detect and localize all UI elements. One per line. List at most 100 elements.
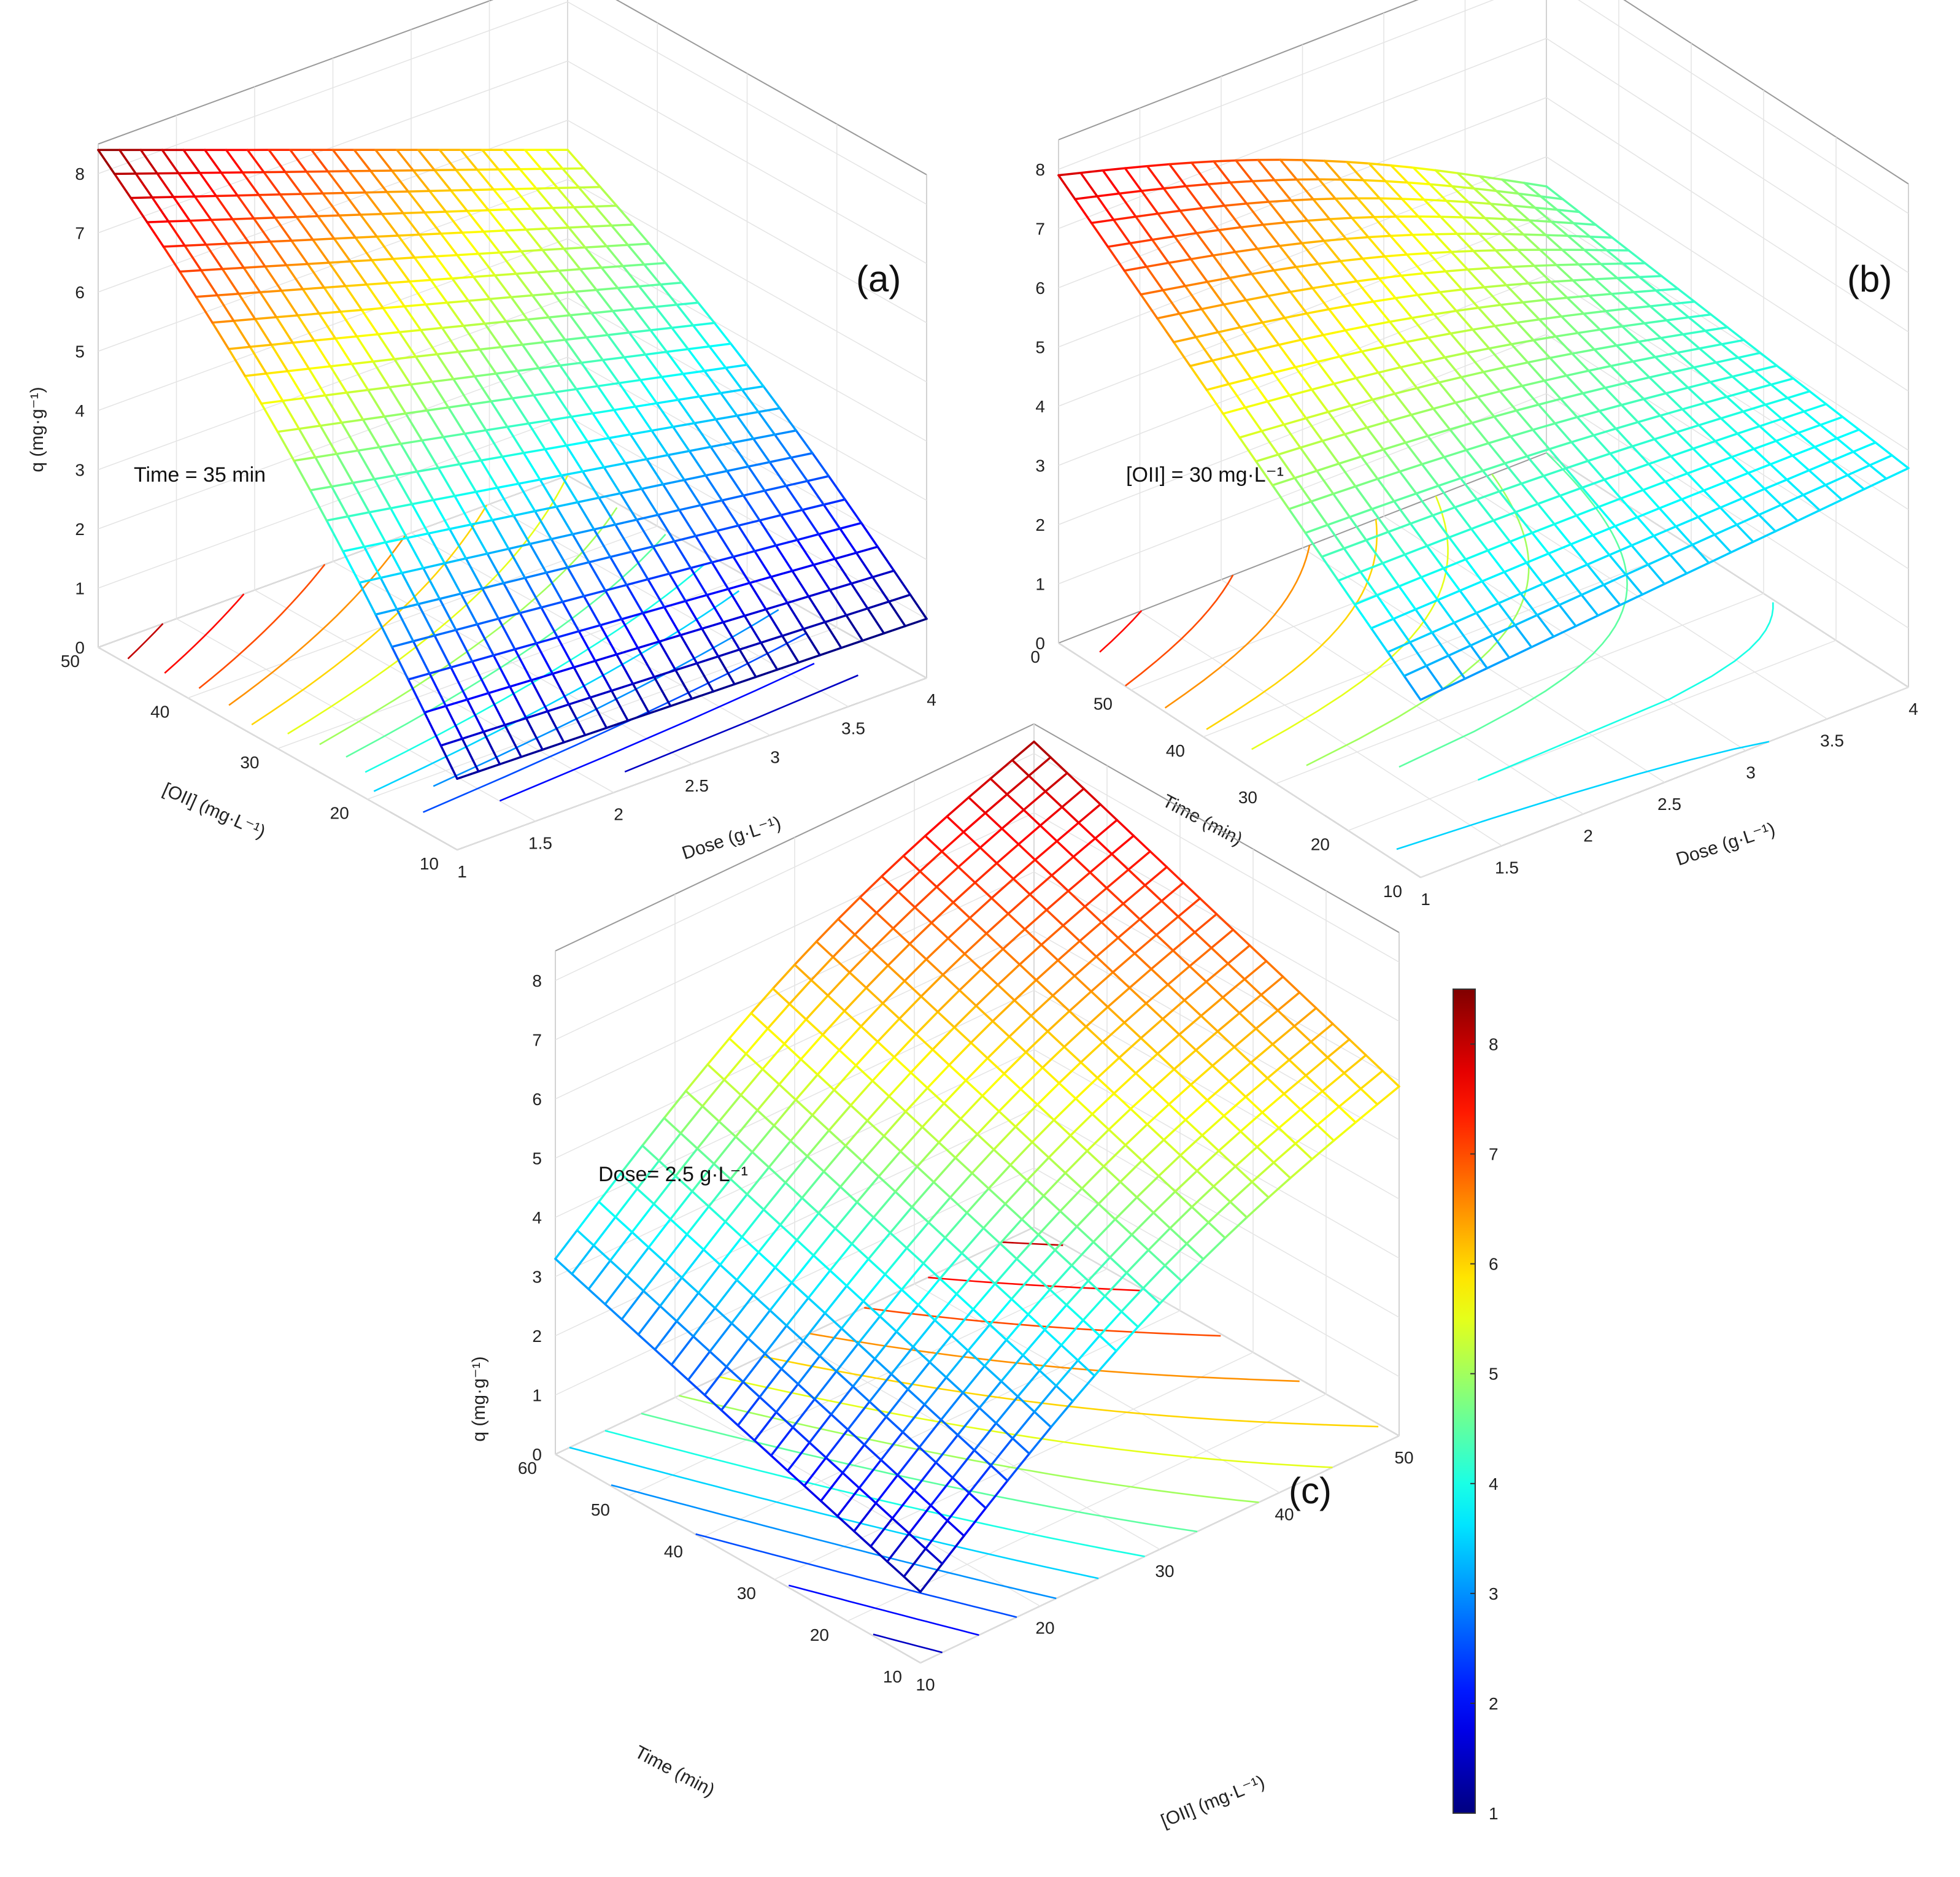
panel-a-mesh-segment — [617, 285, 641, 290]
panel-a-mesh-segment — [455, 628, 474, 663]
panel-a-mesh-segment — [563, 246, 587, 250]
panel-a-mesh-segment — [566, 561, 590, 569]
panel-b-mesh-segment — [1663, 572, 1688, 585]
panel-b-mesh-segment — [1576, 331, 1595, 351]
panel-a-mesh-segment — [484, 320, 507, 325]
colorbar-tick-label: 3 — [1489, 1584, 1499, 1603]
panel-b-mesh-segment — [1698, 343, 1723, 350]
panel-a-mesh-segment — [770, 576, 789, 604]
panel-c-mesh-segment — [1122, 884, 1146, 905]
panel-c-mesh-segment — [697, 1292, 716, 1309]
panel-a-mesh-segment — [199, 268, 224, 272]
panel-c-z-tick: 5 — [532, 1149, 542, 1168]
panel-a-mesh-segment — [866, 607, 885, 634]
panel-a-mesh-segment — [249, 344, 273, 349]
panel-c-mesh-segment — [780, 1339, 804, 1370]
panel-a-mesh-segment — [345, 391, 365, 421]
panel-c-mesh-segment — [1014, 1103, 1039, 1128]
panel-c-mesh-segment — [959, 1117, 979, 1136]
panel-a-mesh-segment — [372, 358, 396, 363]
panel-a-mesh-segment — [503, 228, 528, 232]
panel-a-mesh-segment — [484, 322, 503, 349]
panel-a-mesh-segment — [151, 196, 170, 223]
panel-a-mesh-segment — [462, 325, 481, 351]
panel-a-mesh-segment — [795, 429, 814, 455]
panel-a-mesh-segment — [547, 314, 571, 318]
panel-a-mesh-segment — [441, 325, 465, 330]
panel-b-mesh-segment — [1653, 534, 1672, 556]
panel-c-mesh-segment — [598, 1200, 617, 1219]
panel-c-mesh-segment — [1124, 1144, 1143, 1162]
panel-c-mesh-segment — [1233, 1046, 1252, 1064]
panel-c-mesh-segment — [810, 955, 835, 982]
panel-c-mesh-segment — [858, 1487, 878, 1505]
panel-a-mesh-segment — [221, 266, 245, 271]
panel-b-mesh-segment — [1123, 265, 1148, 272]
panel-a-mesh-segment — [758, 519, 777, 547]
panel-a-mesh-segment — [824, 614, 847, 623]
panel-b-mesh-segment — [1267, 290, 1292, 298]
panel-c-wall-grid-z — [1033, 812, 1400, 1022]
panel-a-mesh-segment — [576, 496, 600, 504]
panel-b-mesh-segment — [1564, 460, 1589, 470]
panel-b-mesh-segment — [1179, 207, 1204, 212]
panel-a-mesh-segment — [657, 509, 681, 516]
panel-b-mesh-segment — [1360, 455, 1379, 480]
panel-c-mesh-segment — [839, 1160, 863, 1188]
panel-b-mesh-segment — [1421, 356, 1446, 364]
panel-c-mesh-segment — [1082, 1319, 1101, 1337]
panel-c-floor-grid-y — [774, 1352, 1254, 1580]
panel-a-mesh-segment — [313, 339, 332, 368]
panel-a-mesh-segment — [773, 429, 798, 436]
panel-a-mesh-segment — [682, 369, 706, 376]
panel-c-mesh-segment — [1106, 1006, 1126, 1024]
panel-a-mesh-segment — [471, 188, 490, 212]
panel-b-mesh-segment — [1702, 480, 1727, 492]
panel-b-mesh-segment — [1337, 579, 1356, 606]
panel-b-mesh-segment — [1322, 334, 1341, 358]
panel-a-mesh-segment — [584, 246, 603, 269]
panel-b-mesh-segment — [1753, 364, 1778, 372]
panel-b-mesh-segment — [1627, 305, 1651, 310]
panel-b-mesh-segment — [1411, 233, 1436, 236]
panel-a-mesh-segment — [507, 547, 527, 579]
panel-a-mesh-segment — [640, 483, 665, 490]
panel-c-mesh-segment — [1201, 1134, 1220, 1152]
panel-a-mesh-segment — [653, 676, 672, 707]
panel-a-floor-grid-y — [367, 626, 838, 800]
panel-c-mesh-segment — [918, 1419, 943, 1449]
panel-b-mesh-segment — [1432, 506, 1456, 517]
panel-a-mesh-segment — [712, 683, 736, 693]
panel-c-mesh-segment — [935, 866, 960, 888]
panel-b-mesh-segment — [1770, 377, 1795, 386]
panel-a-mesh-segment — [887, 600, 906, 628]
panel-a-mesh-segment — [801, 503, 825, 511]
panel-c-mesh-segment — [941, 952, 966, 976]
panel-b-mesh-segment — [1419, 688, 1444, 701]
panel-a-mesh-segment — [408, 280, 427, 306]
panel-a-mesh-segment — [156, 172, 175, 198]
panel-a-mesh-segment — [866, 600, 890, 610]
panel-a-mesh-segment — [509, 208, 528, 231]
panel-b-mesh-segment — [1516, 318, 1541, 324]
panel-b-mesh-segment — [1506, 218, 1525, 236]
panel-b-mesh-segment — [1295, 266, 1314, 290]
panel-c-mesh-segment — [952, 901, 971, 919]
panel-b-mesh-segment — [1189, 258, 1209, 283]
panel-b-mesh-segment — [1381, 562, 1400, 588]
panel-a-mesh-segment — [588, 561, 607, 592]
panel-c-mesh-segment — [587, 1259, 612, 1290]
panel-b-mesh-segment — [1486, 540, 1511, 552]
panel-c-mesh-segment — [968, 896, 993, 919]
panel-c-mesh-segment — [1207, 1200, 1232, 1224]
panel-c-mesh-segment — [1234, 1165, 1253, 1183]
panel-a-mesh-segment — [716, 530, 735, 558]
panel-a-mesh-segment — [477, 252, 496, 277]
panel-a-mesh-segment — [763, 489, 782, 517]
panel-b-mesh-segment — [1675, 431, 1694, 450]
panel-b-floor-grid-x — [1465, 484, 1827, 720]
panel-b-mesh-segment — [1135, 215, 1154, 241]
panel-a-mesh-segment — [522, 448, 546, 454]
panel-b-mesh-segment — [1448, 428, 1468, 452]
panel-a-contour-line — [228, 534, 407, 706]
